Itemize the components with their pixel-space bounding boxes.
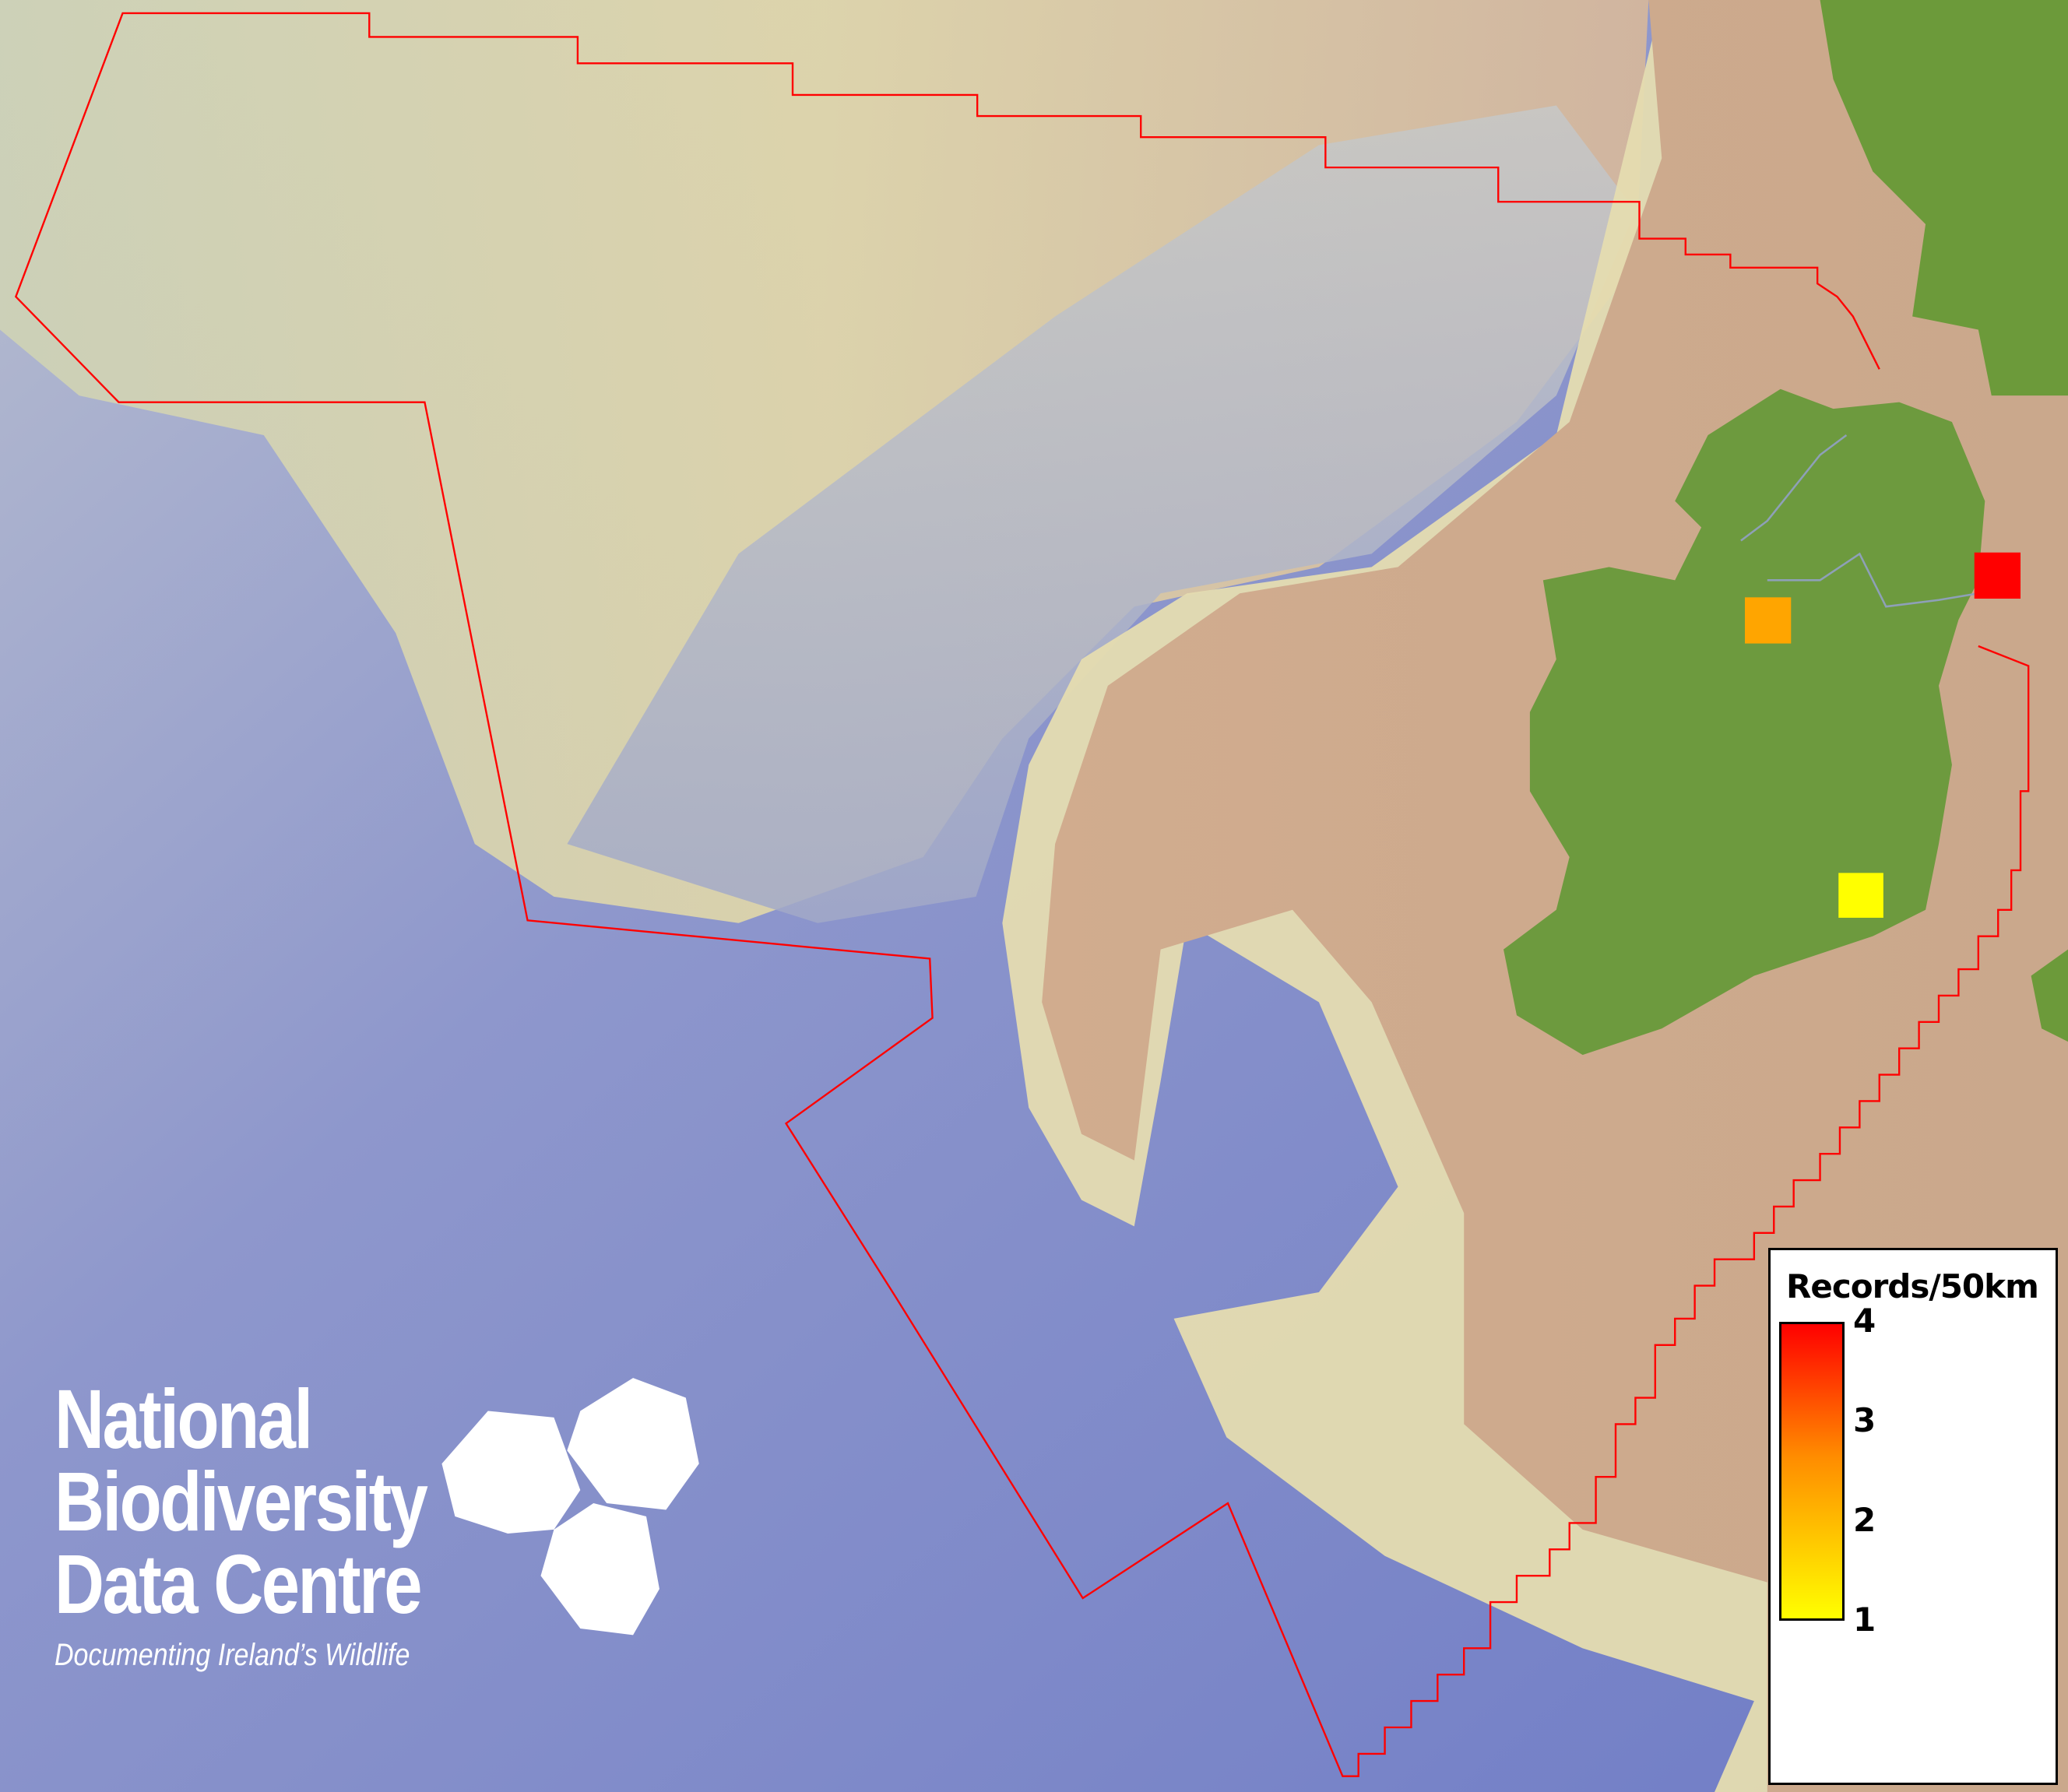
legend-tick-4: 4 <box>1853 1302 1876 1340</box>
slope-trough <box>567 105 1636 923</box>
nbdc-logo: National Biodiversity Data Centre Docume… <box>55 1372 508 1673</box>
legend-tick-1: 1 <box>1853 1601 1876 1639</box>
legend-tick-2: 2 <box>1853 1501 1876 1539</box>
boundary-line <box>14 12 2030 1777</box>
color-ramp <box>1779 1322 1845 1621</box>
record-cell-north-east[interactable] <box>1974 552 2021 599</box>
logo-tagline: Documenting Ireland’s Wildlife <box>55 1638 410 1672</box>
tree-icon <box>441 1411 581 1534</box>
seahorse-icon <box>540 1503 659 1636</box>
logo-line-3: Data Centre <box>55 1537 422 1631</box>
northern-ireland-border <box>1740 434 1979 608</box>
record-cell-north-west[interactable] <box>1745 597 1792 644</box>
legend: Records/50km 4 3 2 1 <box>1768 1248 2058 1785</box>
logo-line-1: National <box>55 1372 313 1466</box>
legend-title: Records/50km <box>1786 1267 2039 1305</box>
great-britain-landmass <box>1820 0 2068 396</box>
record-cell-south-east[interactable] <box>1838 873 1883 918</box>
legend-tick-3: 3 <box>1853 1401 1876 1439</box>
butterfly-icon <box>567 1378 699 1510</box>
logo-line-2: Biodiversity <box>55 1454 428 1548</box>
logo-hexagons <box>441 1378 699 1636</box>
wales-landmass <box>2031 949 2068 1042</box>
